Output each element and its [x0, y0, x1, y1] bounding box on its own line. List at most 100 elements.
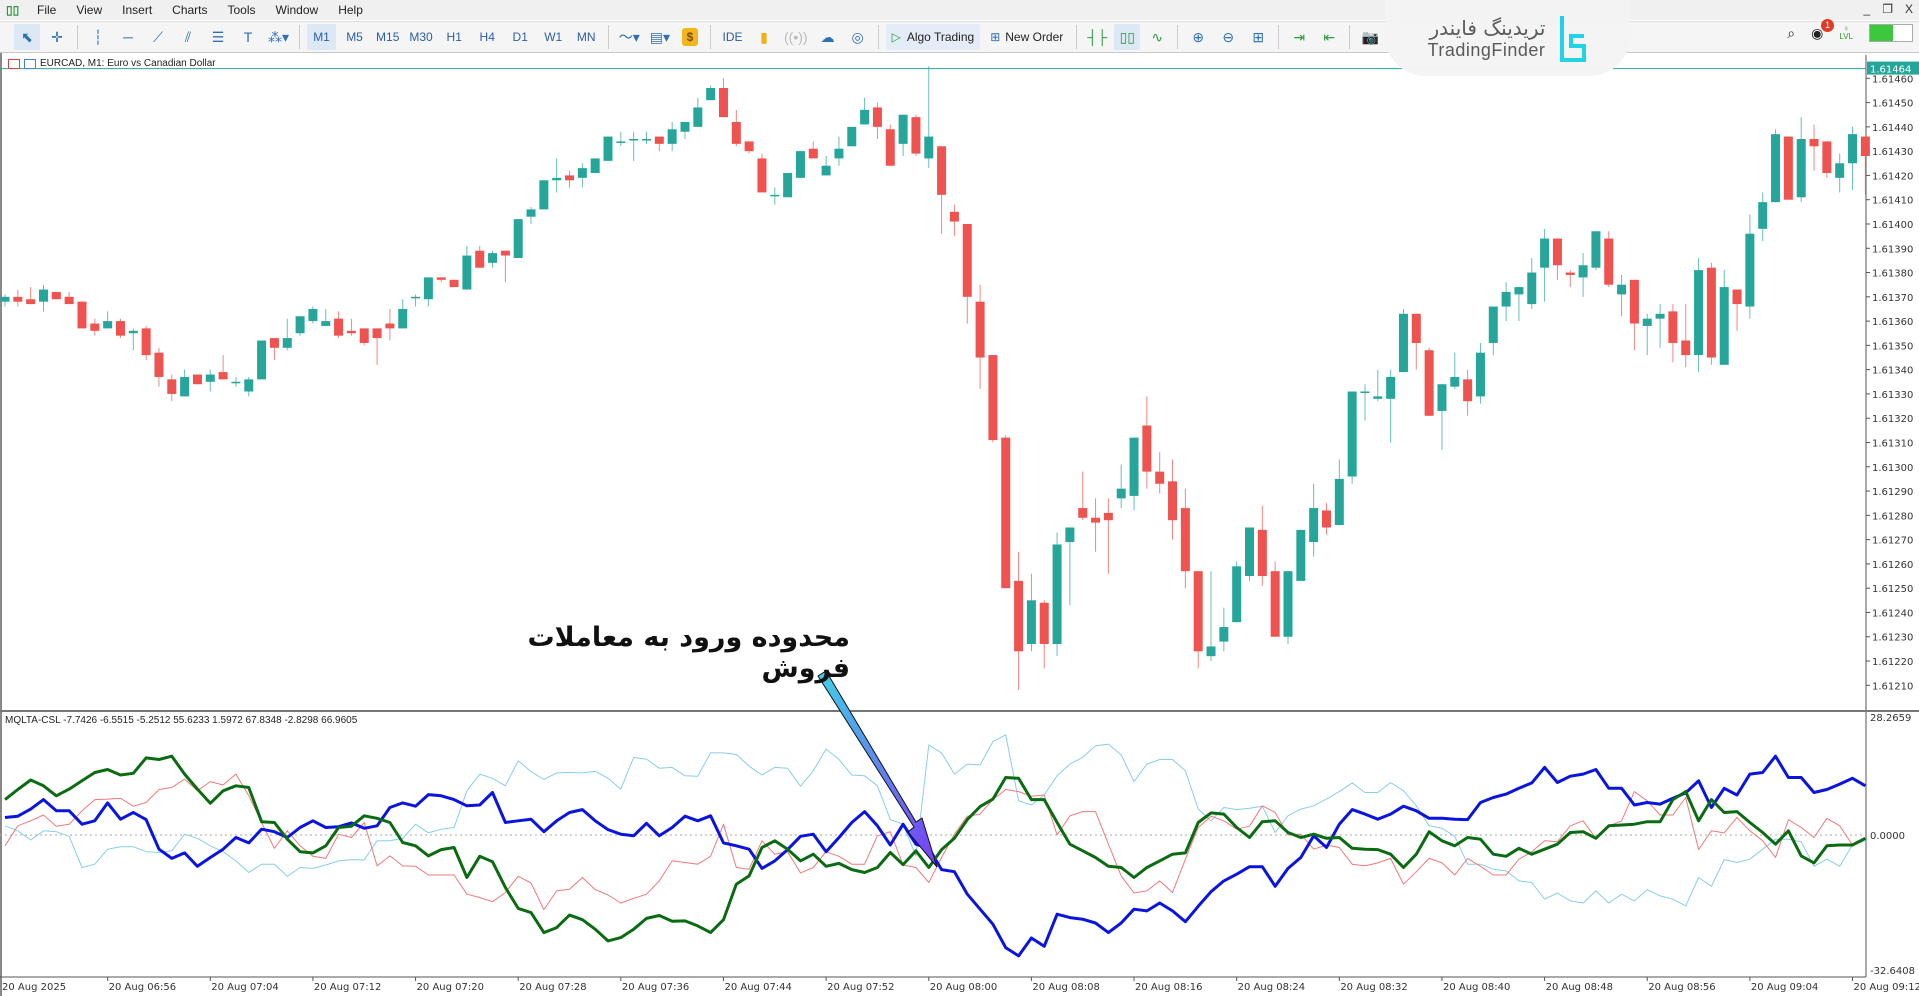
template-dropdown-icon[interactable]: ▤▾ [649, 28, 671, 45]
timeframe-d1[interactable]: D1 [512, 30, 528, 44]
time-tick-label: 20 Aug 07:36 [622, 982, 689, 993]
menu-tools[interactable]: Tools [227, 3, 256, 17]
candle-body [937, 146, 947, 195]
candle-body [783, 172, 793, 198]
candle [1321, 503, 1331, 535]
status-icons: ⌕ ◉ 1 ♀ LVL [1787, 18, 1913, 42]
candle [1270, 561, 1280, 637]
chart-symbol-icon[interactable] [24, 58, 36, 69]
fibonacci-icon[interactable]: ☰ [211, 28, 225, 45]
candle [411, 294, 421, 307]
chart-shift-icon[interactable]: ⇤ [1323, 28, 1336, 45]
menu-window[interactable]: Window [275, 3, 319, 17]
menu-insert[interactable]: Insert [122, 3, 153, 17]
new-order-button[interactable]: ⊞ New Order [984, 24, 1069, 50]
candle [1180, 488, 1190, 589]
candle-body [1578, 265, 1588, 278]
candlestick-chart-icon[interactable]: ▯▯ [1114, 24, 1141, 50]
candle [154, 347, 164, 387]
candle-body [1475, 352, 1485, 397]
timeframe-m5[interactable]: M5 [346, 30, 363, 44]
zoom-out-icon[interactable]: ⊖ [1222, 28, 1235, 45]
chart-window[interactable] [0, 53, 1919, 996]
shopping-bag-icon[interactable]: ▮ [760, 28, 768, 45]
candle-body [1450, 376, 1460, 387]
market-icon[interactable]: $ [677, 24, 703, 50]
candle [26, 287, 36, 305]
candle-body [1386, 376, 1396, 399]
timeframe-w1[interactable]: W1 [544, 30, 563, 44]
candle-body [269, 338, 279, 348]
candle [321, 308, 331, 326]
vps-radar-icon[interactable]: ◎ [851, 28, 864, 45]
screenshot-icon[interactable]: 📷 [1361, 28, 1379, 45]
menu-charts[interactable]: Charts [172, 3, 208, 17]
signal-level-indicator[interactable]: ♀ LVL [1839, 25, 1853, 41]
candle [1424, 347, 1434, 416]
candle-body [872, 107, 882, 127]
menu-help[interactable]: Help [338, 3, 363, 17]
candle-body [1129, 437, 1139, 496]
candle [1206, 571, 1216, 662]
candle [167, 374, 177, 402]
candle [244, 376, 254, 397]
autoscroll-icon[interactable]: ⇥ [1293, 28, 1306, 45]
minimize-button[interactable]: _ [1863, 2, 1871, 16]
chart-list-icon[interactable] [8, 58, 20, 69]
timeframe-h1[interactable]: H1 [446, 30, 462, 44]
candle-body [1309, 508, 1319, 543]
price-tick-label: 1.61310 [1872, 439, 1913, 450]
price-tick-label: 1.61380 [1872, 269, 1913, 280]
candle [821, 155, 831, 176]
time-tick-label: 20 Aug 08:32 [1340, 982, 1407, 993]
ide-button[interactable]: IDE [722, 30, 743, 44]
timeframe-m15[interactable]: M15 [376, 30, 400, 44]
timeframe-mn[interactable]: MN [576, 30, 596, 44]
vertical-line-icon[interactable]: ┆ [93, 28, 103, 45]
close-button[interactable]: X [1904, 2, 1913, 16]
menu-file[interactable]: File [37, 3, 57, 17]
candle-body [1398, 313, 1408, 373]
timeframe-h4[interactable]: H4 [479, 30, 495, 44]
signal-broadcast-icon[interactable]: ((•)) [784, 29, 808, 45]
algo-trading-button[interactable]: ▷ Algo Trading [885, 24, 981, 50]
candle [731, 109, 741, 147]
tile-windows-icon[interactable]: ⊞ [1252, 28, 1265, 45]
horizontal-line-icon[interactable]: ─ [123, 29, 133, 45]
candle-body [1565, 272, 1575, 275]
bar-chart-icon[interactable]: ┤├ [1087, 29, 1108, 45]
restore-button[interactable]: ❐ [1882, 2, 1893, 16]
candle [1745, 214, 1755, 319]
channel-icon[interactable]: ⫽ [184, 28, 192, 45]
timeframe-m30[interactable]: M30 [409, 30, 433, 44]
zoom-in-icon[interactable]: ⊕ [1192, 28, 1205, 45]
candle [1168, 459, 1178, 540]
divider [1349, 25, 1351, 49]
menu-view[interactable]: View [76, 3, 103, 17]
line-chart-icon[interactable]: ∿ [1151, 28, 1164, 45]
candle-body [693, 107, 703, 127]
connection-strength-fill [1870, 25, 1894, 41]
candle-body [115, 321, 125, 336]
shapes-dropdown-icon[interactable]: ⁂▾ [268, 28, 290, 45]
candle [1283, 571, 1293, 645]
candle-body [282, 338, 292, 348]
candle [1835, 153, 1845, 193]
text-tool-icon[interactable]: T [243, 29, 253, 45]
candle [77, 301, 87, 329]
search-icon[interactable]: ⌕ [1787, 24, 1796, 41]
account-icon[interactable]: ◉ 1 [1811, 18, 1835, 42]
trendline-icon[interactable]: ⟋ [153, 28, 163, 45]
candle-body [629, 139, 639, 141]
timeframe-m1[interactable]: M1 [307, 24, 337, 50]
crosshair-tool-icon[interactable]: ✛ [51, 28, 63, 45]
candle-body [577, 168, 587, 178]
chart-type-dropdown-icon[interactable]: 〜▾ [618, 29, 640, 45]
candle-body [706, 88, 716, 101]
candle [1219, 607, 1229, 652]
cloud-icon[interactable]: ☁ [820, 28, 835, 45]
candle [1398, 308, 1408, 373]
cursor-tool-icon[interactable]: ⬉ [14, 24, 40, 50]
time-tick-label: 20 Aug 08:16 [1135, 982, 1202, 993]
